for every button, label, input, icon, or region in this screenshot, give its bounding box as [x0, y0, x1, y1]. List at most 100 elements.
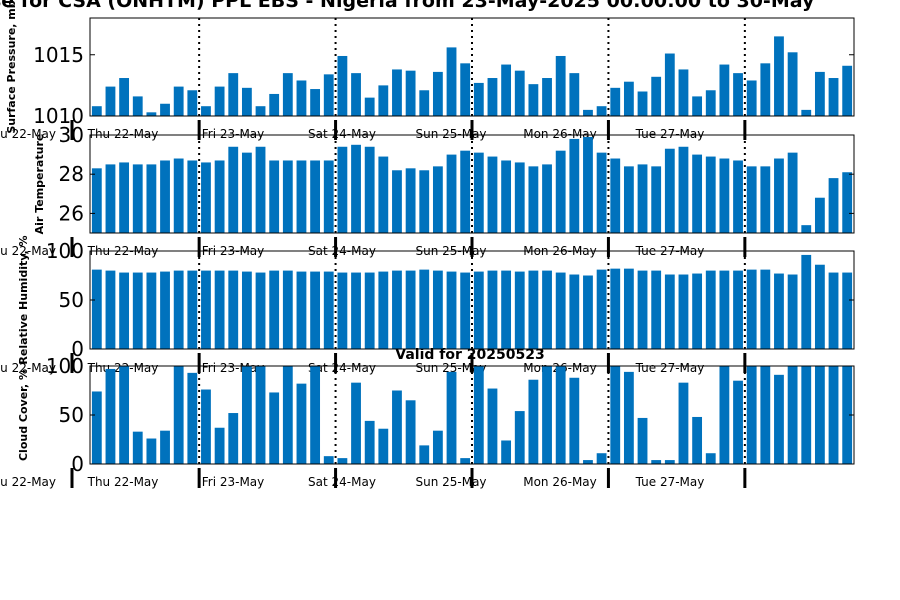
bar: [596, 106, 607, 116]
bar: [514, 271, 525, 349]
bar: [187, 270, 198, 349]
bar: [774, 273, 784, 349]
bar: [132, 272, 143, 349]
bar: [269, 93, 280, 116]
bar: [419, 170, 430, 233]
y-tick-label: 0: [71, 337, 84, 361]
bar: [828, 272, 839, 349]
bar: [228, 413, 239, 464]
bar: [473, 366, 484, 464]
bar: [637, 417, 648, 464]
bar: [310, 271, 321, 349]
bar: [664, 460, 675, 464]
bar: [746, 269, 757, 349]
y-tick-label: 0: [71, 452, 84, 476]
bar: [432, 166, 443, 233]
bar: [760, 166, 771, 233]
bar: [460, 150, 471, 233]
day-label: Sat 24-May: [308, 361, 376, 375]
bar: [310, 366, 321, 464]
bar: [201, 106, 211, 116]
bar: [733, 160, 743, 233]
day-label: u 22-May: [0, 244, 56, 258]
bar: [555, 55, 566, 116]
bar: [774, 158, 784, 233]
bar: [569, 274, 580, 349]
day-label: Fri 23-May: [202, 361, 265, 375]
day-label: Sat 24-May: [308, 475, 376, 489]
bar: [623, 166, 634, 233]
bar: [405, 400, 416, 464]
bar: [364, 420, 375, 464]
bar: [405, 270, 416, 349]
bar: [842, 272, 853, 349]
bar: [760, 366, 771, 464]
bar: [173, 86, 184, 116]
bar: [378, 156, 389, 233]
bar: [419, 445, 430, 464]
bar: [623, 268, 634, 349]
bar: [255, 366, 266, 464]
bar: [214, 160, 225, 233]
bar: [692, 416, 703, 464]
bar: [583, 460, 593, 464]
bar: [719, 64, 730, 116]
bar: [692, 96, 703, 116]
bar: [746, 366, 757, 464]
bar: [473, 82, 484, 116]
day-label: Tue 27-May: [635, 127, 705, 141]
bar: [692, 273, 703, 349]
bar: [446, 154, 457, 233]
bar: [596, 453, 607, 464]
bar: [801, 109, 812, 117]
bar: [664, 274, 675, 349]
bar: [637, 91, 648, 116]
y-axis-label: Cloud Cover, %: [17, 369, 30, 461]
bar: [269, 392, 280, 464]
bar: [255, 106, 266, 116]
bar: [323, 160, 334, 233]
bar: [419, 90, 430, 116]
bar: [91, 391, 102, 464]
bar: [282, 270, 293, 349]
bar: [432, 71, 443, 116]
bar: [310, 89, 321, 116]
bar: [555, 366, 566, 464]
bar: [405, 70, 416, 116]
bar: [828, 78, 839, 116]
bar: [528, 84, 539, 116]
bar: [487, 388, 498, 464]
bar: [473, 271, 484, 349]
bar: [132, 164, 143, 233]
day-label: Mon 26-May: [523, 127, 597, 141]
bar: [637, 164, 648, 233]
bar: [282, 160, 293, 233]
bar: [542, 366, 552, 464]
y-axis-label: Air Temperature: [33, 134, 46, 235]
bar: [214, 427, 225, 464]
bar: [323, 456, 334, 464]
bar: [705, 90, 716, 116]
bar: [105, 164, 116, 233]
bar: [828, 366, 839, 464]
bar: [569, 73, 580, 117]
day-label: Sun 25-May: [415, 361, 486, 375]
bar: [296, 271, 307, 349]
day-label: Mon 26-May: [523, 475, 597, 489]
bar: [774, 374, 784, 464]
bar: [364, 97, 375, 117]
bar: [146, 438, 157, 464]
y-tick-label: 1010: [33, 104, 84, 128]
bar: [487, 270, 498, 349]
bar: [160, 271, 170, 349]
y-tick-label: 1015: [33, 43, 84, 67]
bar: [528, 270, 539, 349]
bar: [610, 366, 621, 464]
bar: [241, 366, 252, 464]
bar: [705, 156, 716, 233]
bar: [337, 55, 348, 116]
bar: [651, 460, 662, 464]
chart-panel-1: 1010 1015 Surface Pressure, mbu 22-May Thu …: [0, 0, 855, 141]
day-label: Thu 22-May: [87, 127, 159, 141]
